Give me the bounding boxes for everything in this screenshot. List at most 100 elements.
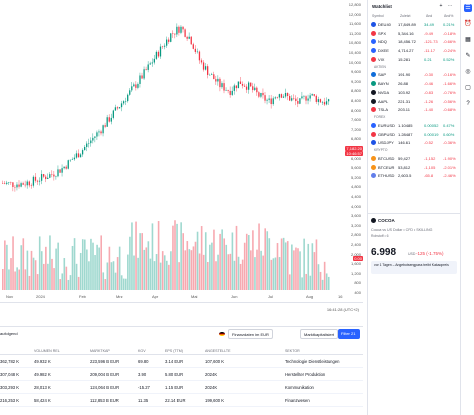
time-axis-label: Jun: [231, 294, 238, 299]
volume-bar: [266, 231, 269, 290]
ideas-icon[interactable]: ✎: [465, 53, 471, 59]
candle-body: [313, 94, 315, 96]
volume-bar: [307, 243, 310, 290]
candle-body: [122, 101, 125, 104]
volume-tag: 0.00: [353, 256, 363, 261]
volume-bar: [2, 269, 4, 290]
col-header[interactable]: VOLUMEN REL: [34, 349, 60, 353]
currency-dropdown[interactable]: Finanzdaten im EUR: [228, 329, 273, 339]
more-options-icon[interactable]: ⋯: [447, 3, 453, 9]
section-label: KRYPTO: [374, 148, 388, 153]
candle-body: [178, 26, 180, 33]
col-change-percent[interactable]: Änd%: [444, 14, 454, 18]
watchlist-section[interactable]: FOREX: [368, 114, 460, 121]
candlestick-chart[interactable]: [0, 0, 340, 292]
watchlist-row[interactable]: NVDA 103.92 -0.83 -0.76%: [368, 88, 460, 97]
symbol-logo-icon: [371, 131, 376, 137]
watchlist-row[interactable]: BTCEUR 53,812 -1,105 -2.01%: [368, 163, 460, 172]
candle-body: [319, 99, 322, 103]
volume-bar: [92, 242, 94, 290]
col-header[interactable]: KGV: [138, 349, 146, 353]
col-header[interactable]: SEKTOR: [285, 349, 300, 353]
watchlist-title[interactable]: Watchlist: [372, 4, 392, 9]
watchlist-row[interactable]: ETHUSD 2,603.5 -65.8 -2.46%: [368, 171, 460, 180]
col-symbol[interactable]: Symbol: [372, 14, 384, 18]
watchlist-sym: AAPL: [378, 98, 389, 104]
price-chart[interactable]: 12,800 12,000 11,600 11,200 10,800 10,400 10,0…: [0, 0, 363, 318]
table-row[interactable]: 362,782 K 49.932 K 223,596 B EUR 69.80 3.14 …: [0, 355, 363, 368]
col-last[interactable]: Zuletzt: [400, 14, 411, 18]
volume-bar: [248, 235, 250, 290]
watchlist-sym: SPX: [378, 30, 387, 36]
news-icon[interactable]: ◎: [465, 69, 471, 75]
time-axis[interactable]: Nov 2024 Feb Mrz Apr Mai Jun Jul Aug 16: [0, 292, 342, 300]
volume-bar: [258, 223, 260, 290]
watchlist-chgp: 0.47%: [443, 122, 455, 128]
candle-body: [252, 86, 254, 91]
watchlist-row[interactable]: USDJPY 146.61 -0.52 -0.36%: [368, 138, 460, 147]
watchlist-row[interactable]: EURUSD 1.10485 0.00052 0.47%: [368, 121, 460, 130]
germany-flag-icon[interactable]: [219, 332, 225, 336]
watchlist-row[interactable]: DEU40 17,849.89 34.49 0.21%: [368, 20, 460, 29]
watchlist-row[interactable]: VIX 15.281 0.21 0.52%: [368, 55, 460, 64]
watchlist-row[interactable]: AAPL 221.31 -1.26 -0.56%: [368, 97, 460, 106]
col-change[interactable]: Änd: [426, 14, 433, 18]
price-axis-label: 9,200: [350, 78, 361, 84]
volume-bar: [153, 261, 156, 290]
candle-body: [81, 150, 84, 155]
table-cell: Kommunikation: [285, 385, 314, 390]
watchlist-row[interactable]: NDQ 18,456.72 -121.73 -0.66%: [368, 37, 460, 46]
col-header[interactable]: ANGESTELLTE: [205, 349, 231, 353]
volume-bar: [47, 263, 49, 290]
table-cell: 49.932 K: [34, 359, 51, 364]
alerts-icon[interactable]: ⏰: [464, 21, 472, 27]
col-header[interactable]: EPS (TTM): [165, 349, 183, 353]
price-axis-label: 10,400: [348, 50, 361, 55]
help-icon[interactable]: ?: [466, 101, 470, 107]
watchlist-chg: 0.00052: [424, 122, 439, 128]
watchlist-section[interactable]: AKTIEN: [368, 63, 460, 70]
watchlist-chgp: -0.56%: [443, 98, 456, 104]
price-axis-label: 9,600: [350, 69, 361, 75]
candle-body: [131, 86, 133, 91]
volume-bar: [143, 249, 146, 290]
table-row[interactable]: 303,293 K 28,013 K 124,064 B EUR -15.27 1.15…: [0, 381, 363, 394]
volume-bar: [14, 271, 16, 290]
volume-bar: [250, 250, 252, 290]
table-row[interactable]: 216,253 K 58,424 K 112,853 B EUR 11.35 22.14…: [0, 394, 363, 407]
screener-toolbar: aufolgend Finanzdaten im EUR Marktkapita…: [0, 326, 363, 340]
volume-bar: [309, 275, 312, 290]
watchlist-icon[interactable]: ☰: [464, 4, 472, 12]
news-item[interactable]: vor 1 Tagen – Angebotsengpass treibt Kak…: [371, 261, 457, 274]
market-cap-dropdown[interactable]: Marktkapitalisiert: [300, 329, 339, 339]
table-cell: 307,048 K: [0, 372, 20, 377]
volume-bar: [254, 257, 256, 290]
watchlist-row[interactable]: BAYN 26.88 -0.46 -1.66%: [368, 79, 460, 88]
data-window-icon[interactable]: ▦: [465, 37, 471, 43]
table-row[interactable]: 307,048 K 49.982 K 209,004 B EUR 3.90 5.80 E…: [0, 368, 363, 381]
candle-body: [92, 137, 94, 141]
table-cell: -15.27: [138, 385, 150, 390]
volume-bar: [75, 263, 78, 290]
watchlist-row[interactable]: SAP 191.90 -0.30 -0.16%: [368, 70, 460, 79]
filter-button[interactable]: Filter 21: [338, 329, 360, 339]
watchlist-row[interactable]: SPX 5,344.16 -9.49 -0.18%: [368, 29, 460, 38]
symbol-logo-icon: [371, 164, 376, 170]
watchlist-row[interactable]: DXEE 4,714.27 -11.17 -0.24%: [368, 46, 460, 55]
watchlist-section[interactable]: KRYPTO: [368, 147, 460, 154]
detail-symbol[interactable]: COCOA: [378, 218, 395, 223]
price-axis-label: 10,000: [348, 59, 361, 65]
symbol-logo-icon: [371, 98, 376, 104]
time-axis-label: Jul: [268, 294, 274, 299]
volume-bar: [49, 235, 51, 290]
volume-bar: [186, 241, 189, 290]
volume-bar: [297, 248, 299, 290]
watchlist-row[interactable]: GBPUSD 1.28487 0.00019 0.60%: [368, 130, 460, 139]
table-cell: 11.35: [138, 398, 149, 403]
col-header[interactable]: MARKTKAP: [90, 349, 110, 353]
candle-body: [204, 66, 207, 70]
calendar-icon[interactable]: ▢: [465, 85, 471, 91]
watchlist-row[interactable]: TSLA 203.11 -1.40 -0.68%: [368, 105, 460, 114]
watchlist-row[interactable]: BTCUSD 59,427 -1,152 -1.90%: [368, 154, 460, 163]
add-symbol-icon[interactable]: +: [439, 3, 443, 9]
